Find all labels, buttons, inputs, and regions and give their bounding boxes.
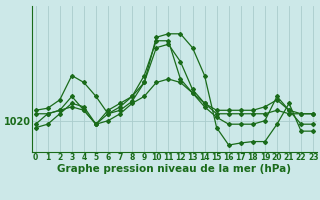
X-axis label: Graphe pression niveau de la mer (hPa): Graphe pression niveau de la mer (hPa) (57, 164, 292, 174)
